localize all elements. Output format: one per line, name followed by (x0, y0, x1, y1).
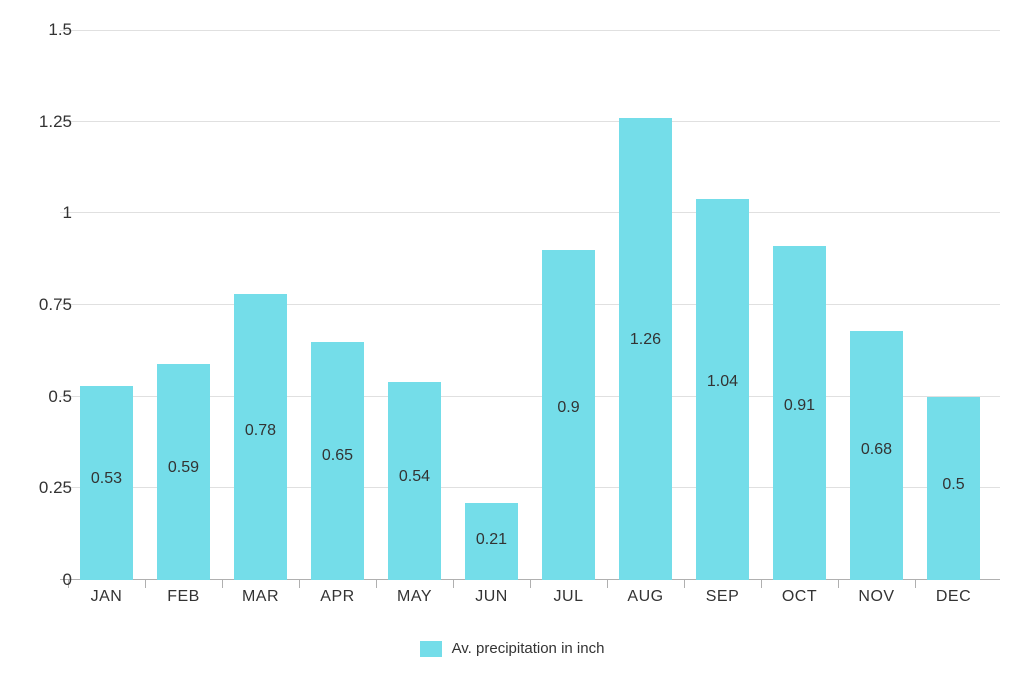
bar-value: 1.26 (630, 331, 661, 349)
y-tick-label: 0.25 (39, 478, 72, 498)
bar-slot: 0.59 (145, 30, 222, 580)
x-tick-label: APR (299, 588, 376, 606)
bar-slot: 0.21 (453, 30, 530, 580)
bar-slot: 0.53 (68, 30, 145, 580)
x-tick-label: JAN (68, 588, 145, 606)
legend-label: Av. precipitation in inch (452, 640, 605, 657)
x-tick (607, 580, 608, 588)
bar-aug: 1.26 (619, 118, 673, 580)
bar-feb: 0.59 (157, 364, 211, 580)
bar-slot: 0.5 (915, 30, 992, 580)
bar-value: 0.21 (476, 531, 507, 549)
y-tick-label: 0 (63, 570, 72, 590)
precipitation-chart: 0.53 0.59 0.78 0.65 (0, 0, 1024, 684)
bar-value: 0.53 (91, 470, 122, 488)
x-tick-label: NOV (838, 588, 915, 606)
x-tick-label: OCT (761, 588, 838, 606)
bar-value: 0.59 (168, 459, 199, 477)
plot-area: 0.53 0.59 0.78 0.65 (60, 30, 1000, 580)
x-tick (838, 580, 839, 588)
bar-slot: 1.26 (607, 30, 684, 580)
bar-may: 0.54 (388, 382, 442, 580)
x-tick (684, 580, 685, 588)
legend: Av. precipitation in inch (0, 640, 1024, 657)
x-tick-label: MAR (222, 588, 299, 606)
x-tick (761, 580, 762, 588)
x-tick (145, 580, 146, 588)
bar-jan: 0.53 (80, 386, 134, 580)
x-tick-label: MAY (376, 588, 453, 606)
bar-nov: 0.68 (850, 331, 904, 580)
x-tick (376, 580, 377, 588)
bar-dec: 0.5 (927, 397, 981, 580)
x-tick (222, 580, 223, 588)
bar-jun: 0.21 (465, 503, 519, 580)
bar-slot: 0.91 (761, 30, 838, 580)
x-tick (453, 580, 454, 588)
x-tick-label: AUG (607, 588, 684, 606)
bar-value: 1.04 (707, 373, 738, 391)
y-tick-label: 1 (63, 203, 72, 223)
bar-value: 0.91 (784, 397, 815, 415)
bar-slot: 1.04 (684, 30, 761, 580)
x-tick-label: FEB (145, 588, 222, 606)
bar-slot: 0.54 (376, 30, 453, 580)
bar-value: 0.68 (861, 441, 892, 459)
bar-value: 0.5 (942, 476, 964, 494)
bar-slot: 0.68 (838, 30, 915, 580)
bars-group: 0.53 0.59 0.78 0.65 (60, 30, 1000, 580)
bar-value: 0.65 (322, 447, 353, 465)
y-tick-label: 0.5 (48, 387, 72, 407)
bar-jul: 0.9 (542, 250, 596, 580)
bar-oct: 0.91 (773, 246, 827, 580)
x-tick (915, 580, 916, 588)
bar-apr: 0.65 (311, 342, 365, 580)
x-tick (299, 580, 300, 588)
x-labels: JAN FEB MAR APR MAY JUN JUL AUG SEP OCT … (60, 588, 1000, 606)
bar-value: 0.9 (557, 399, 579, 417)
legend-swatch (420, 641, 442, 657)
x-tick-label: JUN (453, 588, 530, 606)
bar-value: 0.78 (245, 422, 276, 440)
y-tick-label: 1.25 (39, 112, 72, 132)
bar-slot: 0.78 (222, 30, 299, 580)
bar-slot: 0.65 (299, 30, 376, 580)
x-tick (530, 580, 531, 588)
y-tick-label: 1.5 (48, 20, 72, 40)
x-tick-label: SEP (684, 588, 761, 606)
bar-slot: 0.9 (530, 30, 607, 580)
x-tick-label: JUL (530, 588, 607, 606)
x-tick-label: DEC (915, 588, 992, 606)
bar-mar: 0.78 (234, 294, 288, 580)
bar-value: 0.54 (399, 468, 430, 486)
bar-sep: 1.04 (696, 199, 750, 580)
y-tick-label: 0.75 (39, 295, 72, 315)
